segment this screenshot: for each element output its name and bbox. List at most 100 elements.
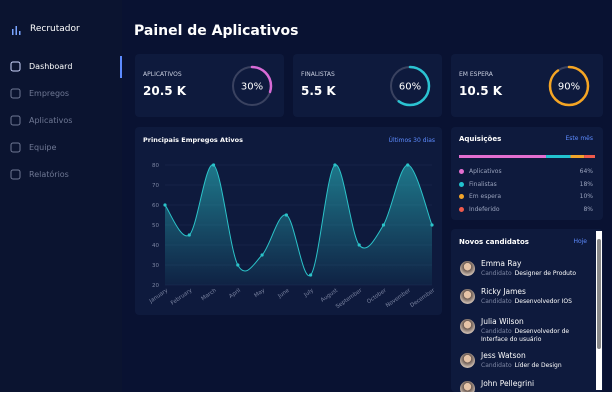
menu-item[interactable]: Aplicativos — [29, 116, 73, 125]
legend-value: 8% — [583, 205, 593, 213]
stat-ring: 60% — [389, 65, 431, 107]
acq-period[interactable]: Este mês — [565, 135, 593, 142]
ring-label: 60% — [399, 82, 421, 93]
x-tick-label: October — [366, 287, 388, 305]
acq-segment — [459, 155, 547, 158]
acq-segment — [570, 155, 585, 158]
x-tick-label: December — [409, 287, 436, 309]
area — [165, 164, 432, 285]
brand-icon — [12, 26, 21, 35]
candidate-name: Jess Watson — [481, 351, 526, 360]
cand-period[interactable]: Hoje — [573, 238, 587, 245]
stat-ring: 90% — [548, 65, 590, 107]
point — [211, 163, 216, 167]
legend-name: Aplicativos — [469, 168, 502, 175]
menu-item[interactable]: Dashboard — [29, 62, 73, 71]
point — [163, 203, 167, 207]
candidate-role: Desenvolvedor de Interface do usuário — [481, 328, 570, 343]
legend-name: Finalistas — [469, 180, 497, 188]
menu-icon — [10, 142, 21, 153]
menu-icon — [10, 169, 21, 180]
candidate-role: Líder de Design — [514, 362, 562, 369]
stat-label: APLICATIVOS — [143, 71, 182, 78]
menu-icon — [10, 61, 21, 72]
ring-progress — [231, 65, 273, 107]
point — [357, 243, 361, 247]
menu-item[interactable]: Relatórios — [29, 170, 69, 179]
chart-period[interactable]: Últimos 30 dias — [389, 137, 435, 144]
page-title: Painel de Aplicativos — [134, 23, 299, 39]
x-tick-label: May — [253, 287, 266, 299]
ring-label: 30% — [241, 82, 263, 93]
icon-shape — [10, 61, 21, 72]
menu-icon — [10, 115, 21, 126]
acquisitions-card: Aquisições Este mês Aplicativos 64% Finali… — [451, 127, 603, 220]
legend-value: 10% — [579, 193, 593, 200]
avatar — [460, 261, 475, 276]
legend-value: 64% — [579, 168, 593, 175]
y-tick-label: 80 — [152, 163, 159, 169]
candidate-name: Julia Wilson — [481, 317, 524, 326]
stat-card: EM ESPERA 10.5 K 90% — [451, 54, 603, 117]
y-tick-label: 60 — [152, 203, 159, 209]
candidate-prefix: Candidato — [481, 298, 512, 305]
candidate-prefix: Candidato — [481, 270, 512, 277]
acq-title: Aquisições — [459, 135, 502, 143]
x-tick-label: July — [302, 287, 315, 299]
point — [260, 253, 264, 257]
icon-shape — [10, 88, 21, 99]
candidate-info: Candidato Desenvolvedor IOS — [481, 298, 586, 306]
legend-dot — [459, 206, 464, 212]
stat-card: FINALISTAS 5.5 K 60% — [293, 54, 442, 117]
stat-value: 10.5 K — [459, 84, 503, 98]
candidate-name: Emma Ray — [481, 259, 522, 268]
legend-dot — [459, 181, 464, 187]
chart-title: Principais Empregos Ativos — [143, 136, 243, 144]
candidate-name: John Pellegrini — [481, 379, 535, 388]
icon-shape — [10, 115, 21, 126]
y-tick-label: 30 — [152, 263, 159, 269]
ring-progress — [548, 65, 590, 107]
candidate-info: Candidato Desenvolvedor de Interface do u… — [481, 328, 586, 344]
acq-segment — [584, 155, 595, 158]
ring-progress — [389, 65, 431, 107]
y-tick-label: 70 — [152, 183, 159, 189]
avatar — [460, 319, 475, 334]
candidate-name: Ricky James — [481, 287, 526, 296]
menu-icon — [10, 88, 21, 99]
legend-name: Em espera — [469, 193, 502, 200]
x-tick-label: November — [385, 287, 412, 309]
stat-label: EM ESPERA — [459, 71, 493, 78]
stat-ring: 30% — [231, 65, 273, 107]
active-indicator — [120, 56, 122, 78]
candidate-prefix: Candidato — [481, 328, 512, 335]
avatar — [460, 353, 475, 368]
candidates-card: Novos candidatos Hoje Emma Ray Candidato D… — [451, 229, 603, 392]
menu-item[interactable]: Empregos — [29, 89, 70, 98]
x-tick-label: August — [320, 287, 340, 303]
menu-item[interactable]: Equipe — [29, 143, 57, 152]
legend-name: Indeferido — [469, 205, 500, 213]
acq-bar — [459, 155, 595, 158]
point — [284, 213, 288, 217]
chart: Principais Empregos Ativos Últimos 30 dia… — [143, 136, 437, 310]
candidate-prefix: Candidato — [481, 362, 512, 369]
app: Recrutador Dashboard Empregos Aplicativos E… — [0, 0, 612, 392]
sidebar: Recrutador Dashboard Empregos Aplicativos E… — [0, 0, 122, 392]
x-tick-label: April — [228, 287, 242, 299]
candidate-info: Candidato Líder de Design — [481, 362, 586, 370]
point — [309, 273, 313, 277]
point — [236, 263, 240, 267]
avatar — [460, 381, 475, 392]
icon-shape — [10, 142, 21, 153]
stat-value: 20.5 K — [143, 84, 187, 98]
point — [187, 233, 191, 237]
y-tick-label: 50 — [152, 223, 159, 229]
acq-segment — [546, 155, 571, 158]
legend-dot — [459, 194, 464, 199]
x-tick-label: January — [148, 287, 170, 305]
legend-dot — [459, 169, 464, 174]
chart-card: Principais Empregos Ativos Últimos 30 dia… — [135, 127, 442, 315]
scrollbar[interactable] — [596, 231, 602, 390]
point — [381, 223, 386, 227]
